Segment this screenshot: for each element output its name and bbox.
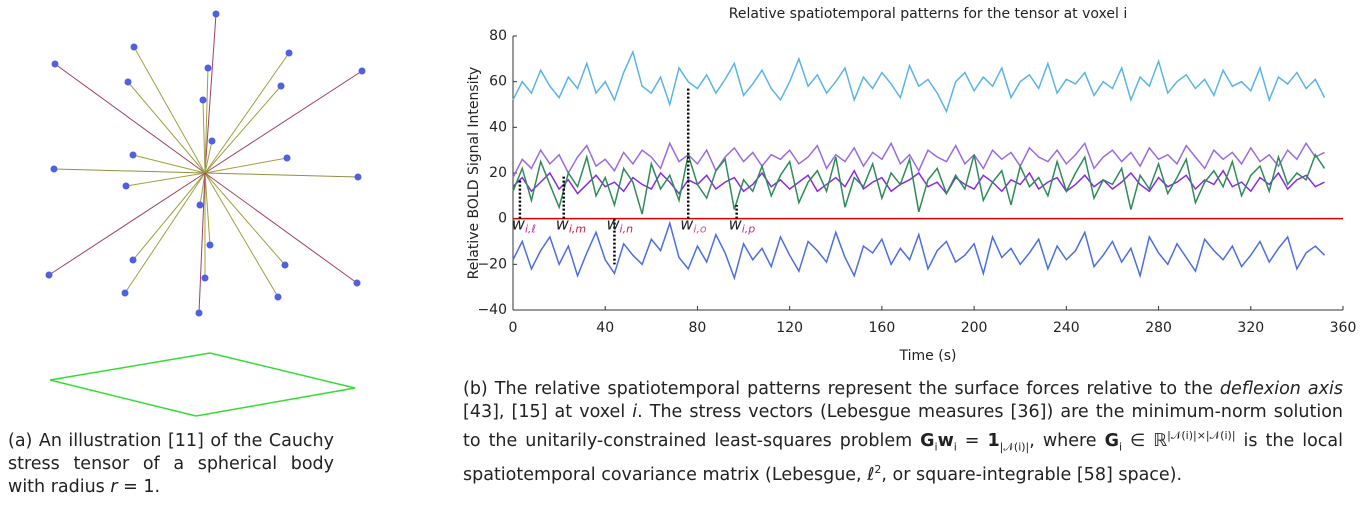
x-tick-label: 280 bbox=[1145, 320, 1172, 336]
annotation-symbol: w bbox=[512, 214, 526, 233]
caption-text: w bbox=[937, 430, 954, 451]
caption-text: G bbox=[1104, 430, 1119, 451]
y-tick-label: −20 bbox=[477, 256, 507, 272]
caption-text: i bbox=[953, 440, 957, 454]
caption-text: = bbox=[956, 430, 988, 451]
caption-text: i bbox=[934, 440, 938, 454]
series-line bbox=[512, 153, 1326, 215]
chart: Relative spatiotemporal patterns for the… bbox=[466, 6, 1357, 364]
caption-text: ∈ ℝ bbox=[1122, 430, 1168, 451]
x-tick-label: 120 bbox=[776, 320, 803, 336]
caption-text: r bbox=[110, 477, 118, 497]
caption-text: deflexion axis bbox=[1219, 379, 1343, 399]
caption-text: (b) The relative spatiotemporal patterns… bbox=[463, 379, 1220, 399]
annotation-subscript: i,n bbox=[620, 223, 634, 236]
chart-title: Relative spatiotemporal patterns for the… bbox=[729, 6, 1127, 22]
y-tick-label: 0 bbox=[498, 211, 507, 227]
base-plane bbox=[49, 352, 356, 417]
annotation-subscript: i,o bbox=[693, 223, 707, 236]
annotation-label: wi,o bbox=[680, 214, 707, 236]
caption-text: (a) An illustration [11] of the Cauchy s… bbox=[8, 431, 334, 497]
caption-text: |𝒩(i)|×|𝒩(i)| bbox=[1167, 429, 1236, 442]
caption-text: i bbox=[1118, 440, 1123, 454]
caption-text: [43], [15] at voxel bbox=[463, 402, 633, 422]
annotation-subscript: i,p bbox=[742, 223, 756, 236]
caption-text: is the local spatiotemporal covariance m… bbox=[463, 430, 1344, 486]
caption-text: 1 bbox=[987, 430, 1000, 451]
caption-text: , or square-integrable [58] space). bbox=[881, 465, 1183, 486]
y-tick-label: −40 bbox=[477, 302, 507, 318]
annotation-subscript: i,m bbox=[569, 223, 586, 236]
y-tick-label: 40 bbox=[489, 119, 507, 135]
annotation-label: wi,n bbox=[606, 214, 633, 236]
series-line bbox=[512, 220, 1326, 281]
annotation-symbol: w bbox=[729, 214, 743, 233]
series-line bbox=[512, 141, 1325, 178]
caption-text: . The stress vectors (Lebesgue measures … bbox=[463, 402, 1343, 451]
caption-text: 2 bbox=[874, 463, 882, 477]
x-tick-label: 80 bbox=[689, 320, 707, 336]
x-tick-label: 240 bbox=[1053, 320, 1080, 336]
annotation-label: wi,ℓ bbox=[512, 214, 536, 236]
annotation-label: wi,p bbox=[729, 214, 756, 236]
tensor-points bbox=[45, 10, 366, 317]
x-tick-label: 0 bbox=[509, 320, 518, 336]
x-tick-label: 200 bbox=[961, 320, 988, 336]
caption-a: (a) An illustration [11] of the Cauchy s… bbox=[8, 430, 334, 499]
x-tick-label: 320 bbox=[1237, 320, 1264, 336]
y-tick-label: 80 bbox=[489, 28, 507, 44]
y-tick-label: 20 bbox=[489, 165, 507, 181]
caption-text: |𝒩(i)| bbox=[999, 440, 1030, 454]
annotation-symbol: w bbox=[606, 214, 620, 233]
caption-text: , where bbox=[1029, 430, 1105, 451]
caption-text: i bbox=[632, 402, 638, 422]
x-tick-label: 160 bbox=[869, 320, 896, 336]
caption-text: G bbox=[920, 430, 935, 451]
tensor-lines bbox=[48, 13, 363, 314]
annotation-subscript: i,ℓ bbox=[525, 223, 536, 236]
tensor-diagram bbox=[45, 10, 366, 417]
annotation-symbol: w bbox=[556, 214, 570, 233]
series-line bbox=[512, 49, 1326, 114]
caption-text: ℓ bbox=[867, 465, 875, 486]
series-line bbox=[512, 169, 1325, 195]
annotation-label: wi,m bbox=[556, 214, 586, 236]
caption-text: = 1. bbox=[117, 477, 161, 497]
caption-b: (b) The relative spatiotemporal patterns… bbox=[463, 378, 1343, 487]
x-tick-label: 40 bbox=[596, 320, 614, 336]
annotation-symbol: w bbox=[680, 214, 694, 233]
x-tick-label: 360 bbox=[1330, 320, 1357, 336]
x-axis-label: Time (s) bbox=[899, 348, 957, 364]
y-tick-label: 60 bbox=[489, 74, 507, 90]
y-axis-label: Relative BOLD Signal Intensity bbox=[466, 67, 482, 280]
